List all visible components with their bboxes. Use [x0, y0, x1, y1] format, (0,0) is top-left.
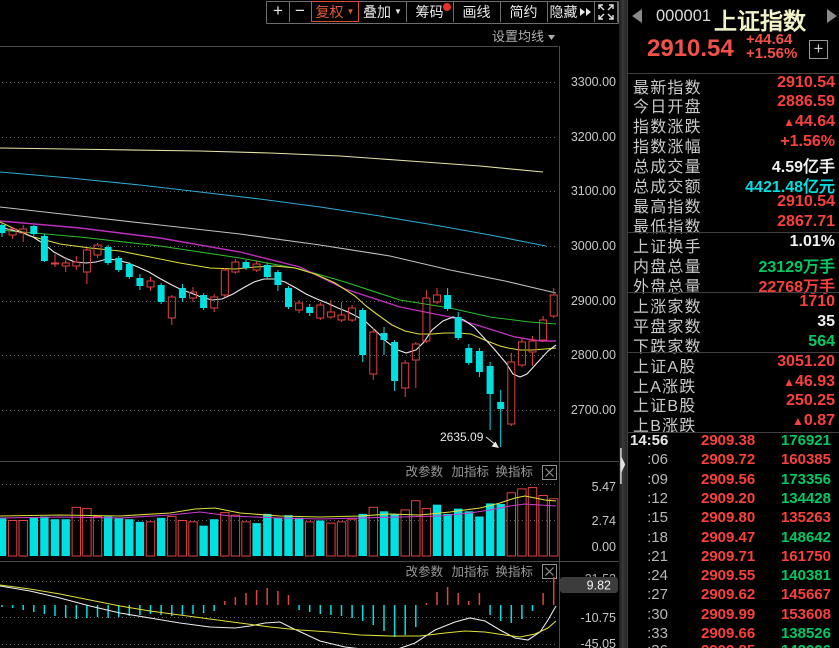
svg-text:2700.00: 2700.00 — [571, 403, 616, 417]
svg-text:3000.00: 3000.00 — [571, 239, 616, 253]
svg-text:2800.00: 2800.00 — [571, 348, 616, 362]
svg-text:改参数: 改参数 — [405, 564, 443, 579]
svg-text:换指标: 换指标 — [495, 564, 533, 579]
svg-text:-10.75: -10.75 — [581, 611, 616, 625]
svg-text:5.47: 5.47 — [592, 480, 616, 494]
svg-text:换指标: 换指标 — [495, 464, 533, 479]
svg-text:9.82: 9.82 — [587, 579, 611, 593]
svg-text:3200.00: 3200.00 — [571, 130, 616, 144]
svg-text:2900.00: 2900.00 — [571, 294, 616, 308]
svg-text:-45.05: -45.05 — [581, 637, 616, 648]
svg-text:2.74: 2.74 — [592, 514, 616, 528]
svg-text:加指标: 加指标 — [451, 564, 489, 579]
svg-text:0.00: 0.00 — [592, 540, 616, 554]
svg-text:改参数: 改参数 — [405, 464, 443, 479]
svg-text:3300.00: 3300.00 — [571, 75, 616, 89]
svg-text:3100.00: 3100.00 — [571, 184, 616, 198]
svg-text:加指标: 加指标 — [451, 464, 489, 479]
svg-text:2635.09: 2635.09 — [440, 430, 484, 444]
svg-text:设置均线: 设置均线 — [492, 29, 544, 44]
